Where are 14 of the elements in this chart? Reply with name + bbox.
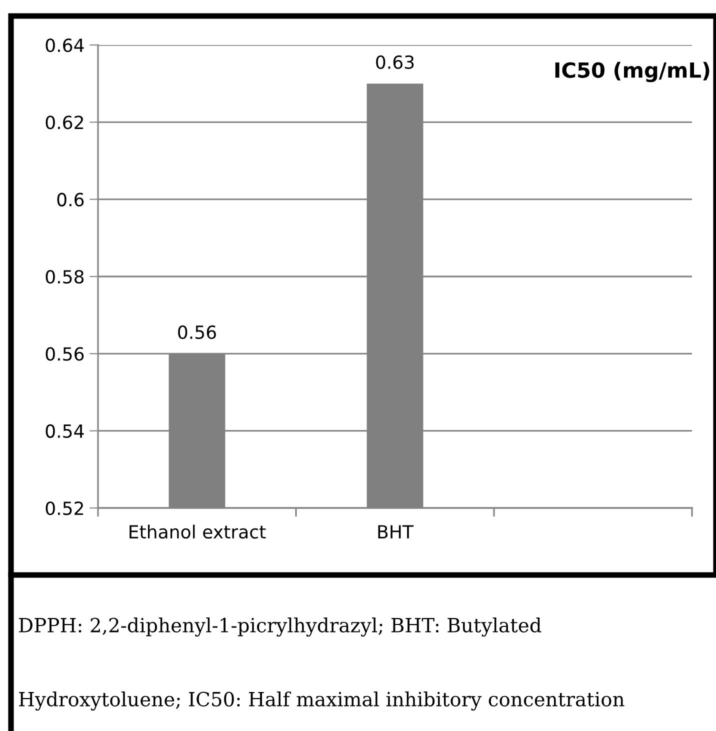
y-tick-label: 0.56 <box>46 347 84 361</box>
y-tick-label: 0.58 <box>46 270 84 284</box>
text: IC50 (mg/mL) <box>555 62 710 82</box>
y-tick-label: 0.54 <box>46 424 84 438</box>
y-tick-label: 0.64 <box>46 38 84 52</box>
y-tick-label: 0.62 <box>46 116 83 130</box>
text: DPPH: 2,2-diphenyl-1-picrylhydrazyl; BHT: Butylated <box>19 617 542 637</box>
data-label: 0.56 <box>178 325 216 340</box>
data-label: 0.63 <box>376 55 414 69</box>
y-tick-label: 0.6 <box>57 192 84 206</box>
x-tick-label: BHT <box>378 525 414 538</box>
x-tick-label: Ethanol extract <box>130 524 266 539</box>
y-tick-label: 0.52 <box>46 501 83 516</box>
text: Hydroxytoluene; IC50: Half maximal inhibitory concentration <box>19 691 624 711</box>
